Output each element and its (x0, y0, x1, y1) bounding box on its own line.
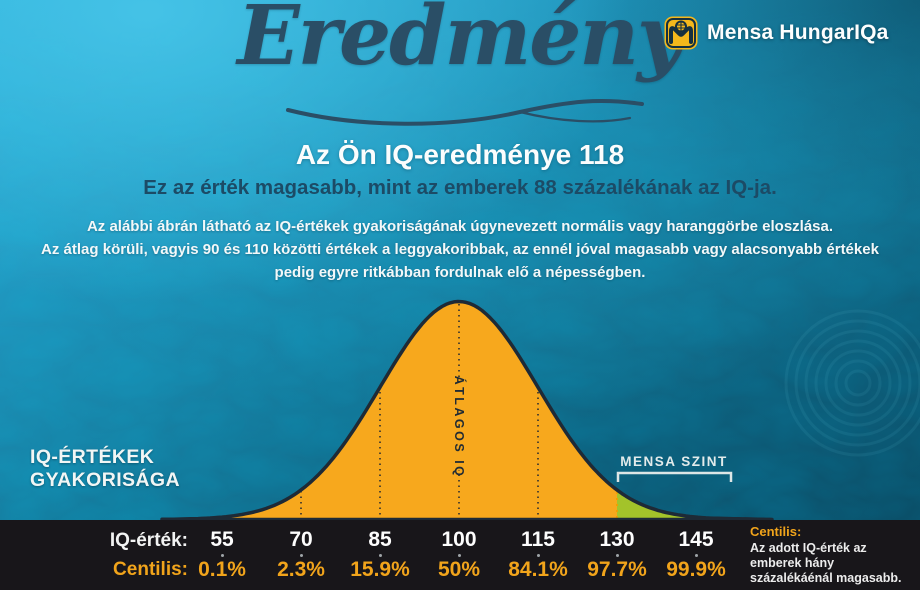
chart-side-label: IQ-ÉRTÉKEK GYAKORISÁGA (30, 446, 180, 491)
description-line: Az alábbi ábrán látható az IQ-értékek gy… (86, 218, 834, 235)
tick-dot (378, 554, 382, 557)
tick-dot (220, 554, 224, 557)
iq-tick-value: 85 (368, 528, 392, 551)
tick-dot (615, 554, 619, 557)
description-line: pedig egyre ritkábban fordulnak elő a né… (274, 264, 646, 281)
mensa-logo-icon (664, 16, 698, 50)
mensa-level-area (617, 301, 772, 520)
tick-dot (299, 554, 303, 557)
axis-column-115: 115 84.1% (493, 520, 583, 590)
title-flourish (286, 98, 644, 126)
page-title-script: Eredmény (237, 0, 684, 84)
description-line: Az átlag körüli, vagyis 90 és 110 között… (41, 241, 879, 258)
centile-row-label: Centilis: (113, 559, 188, 580)
row-labels: IQ-érték: Centilis: (18, 520, 188, 590)
axis-column-145: 145 99.9% (651, 520, 741, 590)
mensa-bracket (616, 471, 733, 482)
tick-dot (694, 554, 698, 557)
iq-tick-value: 55 (210, 528, 234, 551)
centile-value: 84.1% (508, 558, 568, 581)
centile-value: 50% (437, 558, 481, 581)
centile-value: 15.9% (350, 558, 410, 581)
brand-logo-link[interactable]: Mensa HungarIQa (664, 16, 889, 50)
axis-column-70: 70 2.3% (256, 520, 346, 590)
iq-tick-value: 130 (599, 528, 635, 551)
axis-column-100: 100 50% (414, 520, 504, 590)
mensa-level-label: MENSA SZINT (620, 454, 728, 469)
axis-column-85: 85 15.9% (335, 520, 425, 590)
iq-tick-value: 115 (521, 528, 555, 551)
axis-table-bar: IQ-érték: Centilis: 55 0.1% 70 2.3% 85 1… (0, 520, 920, 590)
curve-outline (160, 299, 774, 520)
iq-tick-value: 100 (441, 528, 477, 551)
centile-legend: Centilis: Az adott IQ-érték az emberek h… (750, 524, 915, 586)
bell-curve-chart: ÁTLAGOS IQ MENSA SZINT (160, 299, 774, 520)
tick-dot (536, 554, 540, 557)
centile-value: 99.9% (666, 558, 726, 581)
centile-value: 0.1% (198, 558, 246, 581)
legend-title: Centilis: (750, 524, 802, 539)
average-iq-label: ÁTLAGOS IQ (452, 376, 467, 479)
axis-column-55: 55 0.1% (177, 520, 267, 590)
percentile-subheadline: Ez az érték magasabb, mint az emberek 88… (143, 176, 777, 199)
legend-text: Az adott IQ-érték az emberek hány százal… (750, 541, 902, 585)
centile-value: 97.7% (587, 558, 647, 581)
tick-dot (457, 554, 461, 557)
axis-column-130: 130 97.7% (572, 520, 662, 590)
brand-name: Mensa HungarIQa (707, 21, 889, 44)
iq-tick-value: 145 (678, 528, 714, 551)
iq-result-headline: Az Ön IQ-eredménye 118 (295, 139, 625, 170)
iq-row-label: IQ-érték: (109, 530, 188, 551)
centile-value: 2.3% (277, 558, 325, 581)
fingerprint-swirl-decoration (784, 309, 920, 457)
iq-tick-value: 70 (289, 528, 313, 551)
description-paragraph: Az alábbi ábrán látható az IQ-értékek gy… (0, 215, 920, 284)
